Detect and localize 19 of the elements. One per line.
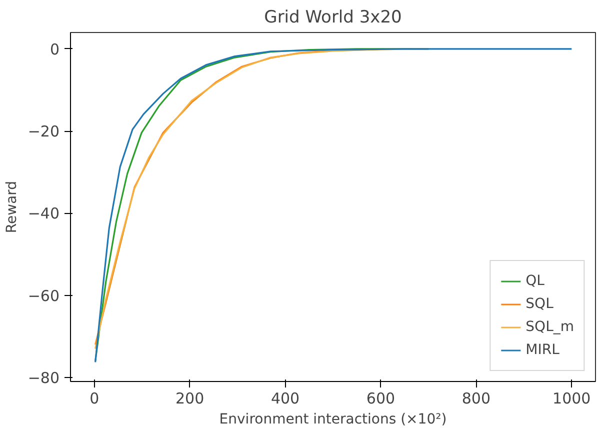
y-tick-label: −40: [28, 204, 60, 223]
x-tick-label: 400: [270, 390, 300, 408]
chart-title: Grid World 3x20: [264, 8, 402, 28]
legend-label: MIRL: [526, 342, 560, 358]
y-axis-title: Reward: [4, 180, 20, 234]
x-tick-label: 1000: [552, 390, 591, 408]
legend-label: QL: [526, 273, 546, 289]
x-tick-label: 600: [366, 390, 396, 408]
x-tick-label: 200: [176, 390, 204, 408]
x-tick-label: 800: [462, 390, 491, 408]
legend-label: SQL: [526, 296, 554, 312]
y-tick-label: −80: [28, 368, 60, 387]
y-tick-label: 0: [50, 40, 60, 58]
legend-label: SQL_m: [526, 319, 574, 335]
y-tick-label: −60: [28, 286, 60, 305]
y-tick-label: −20: [28, 122, 60, 141]
x-tick-label: 0: [90, 390, 100, 408]
line-series: [94, 48, 572, 363]
x-axis-title: Environment interactions (×10²): [219, 412, 447, 428]
